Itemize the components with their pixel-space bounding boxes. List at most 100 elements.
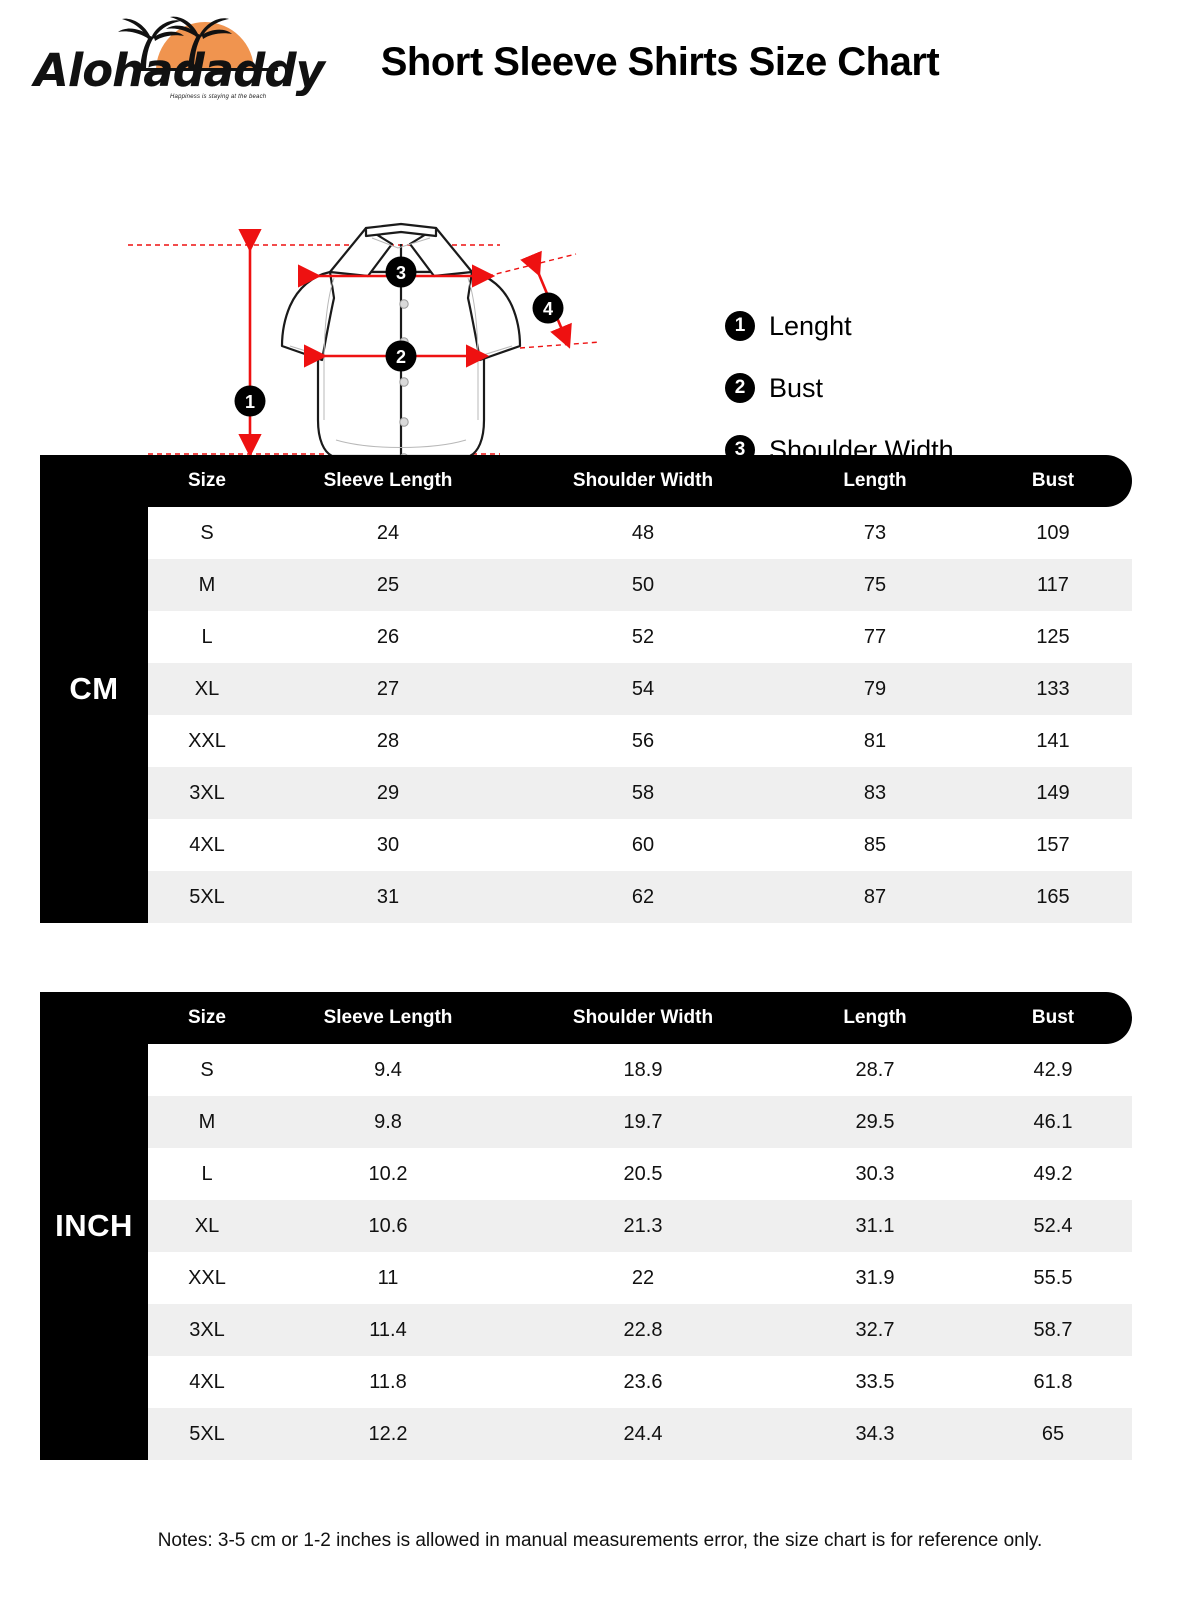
- cell-bust: 46.1: [1033, 1110, 1073, 1133]
- svg-text:3: 3: [396, 263, 406, 283]
- cell-bust: 42.9: [1033, 1058, 1073, 1081]
- diagram-badge-4: 4: [532, 292, 564, 324]
- legend-item-length: 1 Lenght: [725, 295, 954, 357]
- cell-length: 73: [863, 521, 887, 544]
- cell-shoulder-width: 60: [631, 833, 655, 856]
- table-row: XXL 28 56 81 141: [148, 715, 1132, 767]
- cell-bust: 149: [1036, 781, 1070, 804]
- notes-text: Notes: 3-5 cm or 1-2 inches is allowed i…: [157, 1530, 1043, 1551]
- cell-bust: 49.2: [1033, 1162, 1073, 1185]
- cell-length: 87: [863, 885, 887, 908]
- unit-label-cm-column: CM: [40, 455, 148, 923]
- cell-shoulder-width: 52: [631, 625, 655, 648]
- cell-size: S: [200, 1058, 214, 1081]
- table-row: XL 27 54 79 133: [148, 663, 1132, 715]
- column-header-shoulder: Shoulder Width: [572, 1007, 714, 1028]
- cell-shoulder-width: 19.7: [623, 1110, 663, 1133]
- cell-sleeve-length: 31: [376, 885, 400, 908]
- cell-bust: 109: [1036, 521, 1070, 544]
- cell-shoulder-width: 56: [631, 729, 655, 752]
- cell-sleeve-length: 11: [377, 1266, 399, 1289]
- cell-length: 75: [863, 573, 887, 596]
- cell-shoulder-width: 58: [631, 781, 655, 804]
- cell-size: S: [200, 521, 214, 544]
- cell-size: XL: [194, 677, 220, 700]
- cell-size: 5XL: [189, 1422, 225, 1445]
- svg-text:2: 2: [396, 347, 406, 367]
- cell-sleeve-length: 12.2: [368, 1422, 408, 1445]
- cell-size: L: [201, 1162, 213, 1185]
- cell-bust: 61.8: [1033, 1370, 1073, 1393]
- shirt-illustration-svg: 1 2 3 4: [128, 222, 601, 460]
- column-header-sleeve: Sleeve Length: [323, 1007, 453, 1028]
- table-row: S 24 48 73 109: [148, 507, 1132, 559]
- cell-bust: 133: [1036, 677, 1070, 700]
- cell-size: XL: [194, 1214, 220, 1237]
- table-row: XXL 11 22 31.9 55.5: [148, 1252, 1132, 1304]
- cell-size: XXL: [188, 729, 226, 752]
- palm-trees-icon: [118, 16, 232, 70]
- cell-length: 77: [863, 625, 887, 648]
- table-header-row-cm: Size Sleeve Length Shoulder Width Length…: [148, 455, 1132, 507]
- cell-bust: 141: [1036, 729, 1070, 752]
- brand-logo: Alohadaddy Happiness is staying at the b…: [28, 8, 325, 113]
- cell-length: 33.5: [855, 1370, 895, 1393]
- column-header-length: Length: [843, 470, 907, 491]
- table-row: M 9.8 19.7 29.5 46.1: [148, 1096, 1132, 1148]
- cell-shoulder-width: 62: [631, 885, 655, 908]
- legend-label-1: Lenght: [769, 310, 852, 341]
- diagram-badge-3: 3: [385, 256, 417, 288]
- cell-length: 85: [863, 833, 887, 856]
- cell-shoulder-width: 23.6: [623, 1370, 663, 1393]
- cell-size: M: [198, 573, 216, 596]
- cell-size: XXL: [188, 1266, 226, 1289]
- cell-length: 28.7: [855, 1058, 895, 1081]
- cell-size: L: [201, 625, 213, 648]
- cell-bust: 52.4: [1033, 1214, 1073, 1237]
- table-row: 4XL 30 60 85 157: [148, 819, 1132, 871]
- cell-length: 79: [863, 677, 887, 700]
- cell-sleeve-length: 10.2: [368, 1162, 408, 1185]
- table-row: 4XL 11.8 23.6 33.5 61.8: [148, 1356, 1132, 1408]
- table-row: 3XL 29 58 83 149: [148, 767, 1132, 819]
- column-header-bust: Bust: [1031, 470, 1075, 491]
- size-table-inch: INCH Size Sleeve Length Shoulder Width L…: [40, 992, 1132, 1460]
- table-row: M 25 50 75 117: [148, 559, 1132, 611]
- page-title: Short Sleeve Shirts Size Chart: [380, 40, 940, 84]
- cell-size: 4XL: [189, 1370, 225, 1393]
- column-header-size: Size: [187, 470, 227, 491]
- cell-size: 4XL: [189, 833, 225, 856]
- cell-size: M: [198, 1110, 216, 1133]
- table-row: S 9.4 18.9 28.7 42.9: [148, 1044, 1132, 1096]
- brand-tagline: Happiness is staying at the beach: [170, 94, 267, 100]
- brand-wordmark: Alohadaddy: [34, 44, 325, 97]
- column-header-bust: Bust: [1031, 1007, 1075, 1028]
- legend-item-bust: 2 Bust: [725, 357, 954, 419]
- cell-sleeve-length: 9.8: [374, 1110, 402, 1133]
- diagram-badge-1: 1: [234, 385, 266, 417]
- cell-sleeve-length: 10.6: [368, 1214, 408, 1237]
- page-header: Alohadaddy Happiness is staying at the b…: [0, 0, 1200, 120]
- table-row: 5XL 31 62 87 165: [148, 871, 1132, 923]
- svg-text:1: 1: [245, 392, 255, 412]
- cell-shoulder-width: 18.9: [623, 1058, 663, 1081]
- cell-sleeve-length: 28: [376, 729, 400, 752]
- column-header-size: Size: [187, 1007, 227, 1028]
- cell-shoulder-width: 20.5: [623, 1162, 663, 1185]
- cell-sleeve-length: 29: [376, 781, 400, 804]
- table-row: XL 10.6 21.3 31.1 52.4: [148, 1200, 1132, 1252]
- cell-bust: 117: [1037, 573, 1069, 596]
- cell-size: 3XL: [189, 1318, 225, 1341]
- cell-sleeve-length: 30: [376, 833, 400, 856]
- cell-size: 5XL: [189, 885, 225, 908]
- cell-shoulder-width: 54: [631, 677, 655, 700]
- table-row: 3XL 11.4 22.8 32.7 58.7: [148, 1304, 1132, 1356]
- legend-label-2: Bust: [769, 372, 824, 403]
- cell-shoulder-width: 48: [631, 521, 655, 544]
- cell-sleeve-length: 11.8: [369, 1370, 407, 1393]
- column-header-sleeve: Sleeve Length: [323, 470, 453, 491]
- table-row: 5XL 12.2 24.4 34.3 65: [148, 1408, 1132, 1460]
- cell-shoulder-width: 24.4: [623, 1422, 663, 1445]
- unit-label-inch-column: INCH: [40, 992, 148, 1460]
- cell-sleeve-length: 26: [376, 625, 400, 648]
